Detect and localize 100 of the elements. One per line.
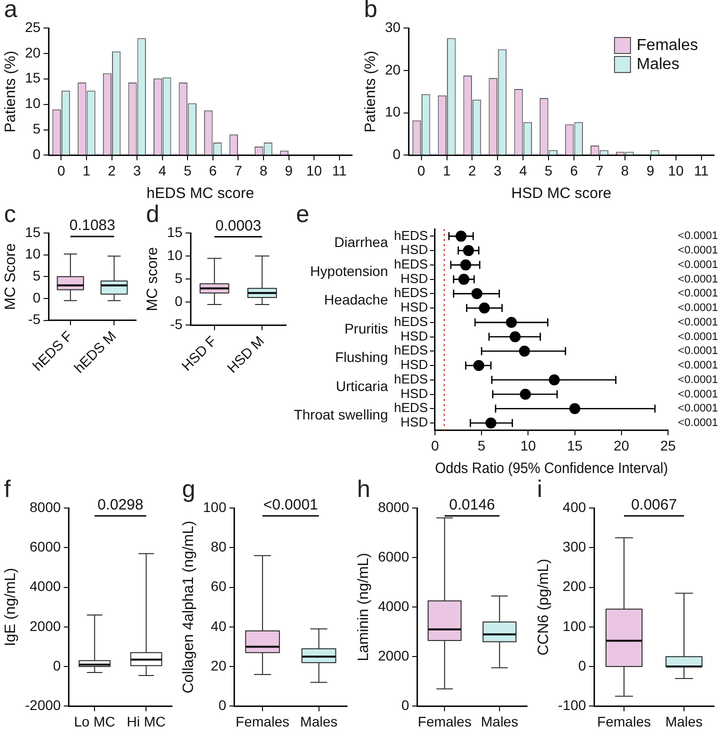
y-tick-label: hEDS (394, 228, 428, 243)
x-axis-title: hEDS MC score (146, 185, 254, 202)
x-tick-label: 3 (133, 162, 142, 178)
y-tick-label: 4000 (30, 578, 62, 594)
text: Flushing (335, 349, 388, 366)
x-tick-label: 20 (614, 437, 630, 454)
y-tick-label: -5 (170, 316, 183, 332)
x-tick-label: 4 (519, 162, 528, 178)
y-tick-label: 15 (24, 224, 41, 240)
y-tick-label: 200 (562, 578, 586, 594)
y-tick-label: hEDS (394, 371, 428, 386)
chart-title: i (537, 476, 542, 504)
x-tick-label: 9 (646, 162, 654, 178)
x-tick-label: Lo MC (74, 713, 116, 730)
x-tick-label: 8 (260, 162, 268, 178)
x-tick-label: 6 (209, 162, 218, 178)
x-tick-label: 8 (621, 162, 630, 178)
x-tick-label: 25 (660, 437, 676, 454)
data-label: <0.0001 (678, 374, 718, 386)
y-tick-label: 0 (32, 289, 41, 306)
x-tick-label: Hi MC (126, 713, 166, 730)
y-tick-label: 5 (174, 270, 183, 286)
y-tick-label: 8000 (30, 498, 62, 515)
y-tick-label: 0 (578, 657, 586, 674)
x-tick-label: 2 (468, 162, 476, 178)
point (458, 274, 470, 285)
y-tick-label: HSD (400, 328, 428, 344)
annotation: 0.0298 (97, 496, 144, 514)
y-tick-label: 5 (32, 267, 41, 284)
data-label: <0.0001 (678, 288, 718, 300)
y-tick-label: 0 (218, 697, 227, 714)
point (473, 360, 484, 372)
y-tick-label: 20 (24, 44, 41, 60)
y-tick-label: 60 (210, 578, 227, 594)
x-tick-label: 4 (158, 162, 166, 178)
data-label: <0.0001 (678, 244, 718, 257)
text: Hypotension (310, 262, 388, 279)
y-axis-title: Laminin (ng/mL) (355, 552, 372, 662)
y-tick-label: hEDS (394, 314, 428, 329)
x-tick-label: 9 (284, 162, 293, 178)
y-tick-label: hEDS (394, 400, 428, 416)
y-tick-label: 400 (562, 498, 586, 515)
y-tick-label: 20 (210, 657, 227, 674)
x-tick-label: 10 (306, 162, 322, 178)
y-tick-label: 10 (24, 95, 41, 112)
point (478, 302, 490, 314)
x-tick-label: 0 (431, 437, 440, 454)
x-tick-label: Males (300, 713, 338, 730)
text: Throat swelling (294, 406, 388, 423)
y-tick-label: 15 (166, 224, 183, 240)
y-axis-title: IgE (ng/mL) (2, 568, 20, 646)
text: Diarrhea (334, 234, 388, 250)
chart-title: c (4, 201, 16, 229)
data-label: <0.0001 (678, 388, 718, 400)
x-tick-label: 6 (570, 162, 578, 178)
y-tick-label: 300 (562, 538, 586, 554)
annotation: <0.0001 (263, 496, 318, 514)
point (510, 331, 521, 342)
y-tick-label: 0 (174, 293, 183, 310)
y-tick-label: HSD (400, 357, 428, 372)
point (506, 316, 517, 328)
chart-title: f (4, 476, 11, 504)
y-axis-title: Collagen 4alpha1 (ng/mL) (180, 520, 198, 694)
y-tick-label: 15 (24, 70, 41, 86)
y-tick-label: 30 (384, 18, 401, 35)
y-tick-label: 0 (392, 146, 401, 162)
x-tick-label: Males (665, 713, 703, 730)
annotation: 0.0146 (449, 496, 496, 514)
y-tick-label: hEDS (394, 285, 428, 300)
chart-title: g (182, 476, 196, 504)
point (520, 388, 531, 400)
text: Urticaria (336, 378, 388, 394)
y-axis-title: CCN6 (pg/mL) (535, 558, 552, 656)
text: Headache (324, 292, 388, 308)
y-axis-title: Patients (%) (362, 50, 380, 132)
y-tick-label: 80 (210, 538, 227, 554)
x-tick-label: 1 (82, 162, 91, 178)
point (456, 230, 467, 242)
chart-title: e (296, 201, 310, 229)
x-tick-label: Females (236, 713, 290, 730)
x-axis-title: HSD MC score (511, 185, 612, 202)
y-axis-title: MC Score (2, 243, 20, 310)
y-tick-label: HSD (400, 300, 428, 315)
data-label: <0.0001 (678, 360, 718, 372)
annotation: 0.1083 (69, 217, 116, 234)
y-axis-title: Patients (%) (2, 50, 20, 132)
x-tick-label: 2 (108, 162, 116, 178)
x-tick-label: 5 (544, 162, 553, 178)
x-tick-label: Females (597, 713, 651, 730)
y-tick-label: HSD (400, 414, 428, 430)
data-label: <0.0001 (678, 273, 718, 286)
y-tick-label: HSD (400, 386, 428, 401)
legend-label: Males (636, 56, 680, 74)
y-tick-label: 0 (53, 657, 62, 674)
x-tick-label: 10 (520, 437, 536, 454)
data-label: <0.0001 (678, 417, 718, 430)
y-tick-label: HSD (400, 242, 428, 258)
y-tick-label: -100 (558, 697, 586, 714)
chart-title: a (4, 0, 18, 24)
legend-label: Females (636, 36, 698, 54)
